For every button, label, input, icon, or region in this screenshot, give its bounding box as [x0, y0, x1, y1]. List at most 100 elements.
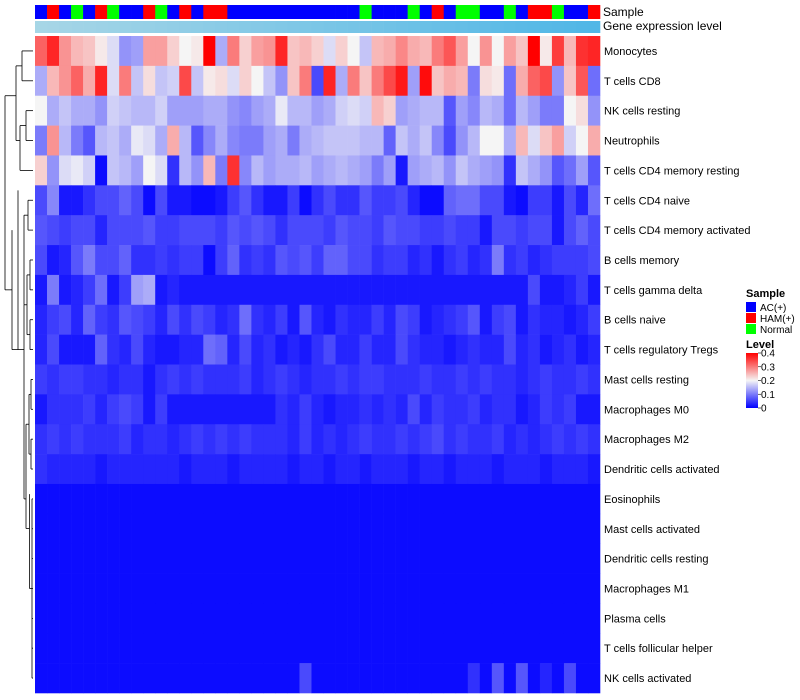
heatmap-cell — [407, 125, 420, 156]
heatmap-cell — [275, 334, 288, 365]
heatmap-cell — [203, 65, 216, 97]
heatmap-cell — [527, 185, 541, 216]
row-label: Mast cells activated — [604, 524, 700, 536]
heatmap-cell — [167, 65, 180, 97]
heatmap-cell — [227, 364, 240, 395]
legend-sample-label: Normal — [760, 325, 792, 336]
gene-expression-annotation-cell — [95, 21, 108, 33]
heatmap-cell — [287, 394, 300, 425]
heatmap-cell — [143, 663, 156, 694]
heatmap-cell — [287, 65, 300, 97]
row-label: NK cells resting — [604, 106, 680, 118]
heatmap-cell — [179, 215, 192, 246]
heatmap-cell — [587, 424, 601, 455]
sample-annotation-cell — [95, 5, 108, 19]
heatmap-cell — [503, 454, 517, 485]
row-label: Dendritic cells activated — [604, 464, 720, 476]
heatmap-cell — [191, 274, 204, 306]
heatmap-cell — [323, 304, 336, 335]
heatmap-cell — [575, 215, 589, 246]
heatmap-cell — [191, 603, 204, 634]
heatmap-cell — [71, 36, 84, 67]
heatmap-cell — [383, 125, 396, 156]
heatmap-cell — [395, 543, 408, 574]
heatmap-cell — [347, 394, 360, 425]
heatmap-cell — [215, 603, 228, 634]
heatmap-cell — [71, 424, 84, 455]
heatmap-cell — [275, 65, 288, 97]
annotation-label-sample: Sample — [603, 5, 644, 19]
heatmap-cell — [119, 633, 132, 664]
heatmap-cell — [527, 663, 541, 694]
heatmap-cell — [527, 603, 541, 634]
heatmap-cell — [107, 155, 120, 186]
heatmap-cell — [431, 304, 445, 335]
gene-expression-annotation-cell — [587, 21, 601, 33]
heatmap-cell — [335, 633, 348, 664]
heatmap-cell — [287, 364, 300, 395]
heatmap-cell — [371, 394, 384, 425]
heatmap-cell — [503, 573, 517, 604]
heatmap-cell — [263, 65, 276, 97]
heatmap-cell — [155, 274, 168, 306]
heatmap-cell — [227, 95, 240, 126]
heatmap-cell — [299, 364, 312, 395]
heatmap-cell — [47, 185, 60, 216]
heatmap-cell — [59, 215, 72, 246]
heatmap-cell — [239, 155, 252, 186]
sample-annotation-cell — [227, 5, 240, 19]
heatmap-cell — [563, 95, 577, 126]
heatmap-cell — [587, 215, 601, 246]
heatmap-cell — [443, 95, 457, 126]
heatmap-cell — [47, 454, 60, 485]
heatmap-cell — [575, 454, 589, 485]
heatmap-cell — [131, 483, 144, 515]
heatmap-cell — [323, 65, 336, 97]
heatmap-cell — [443, 65, 457, 97]
row-label: T cells regulatory Tregs — [604, 345, 719, 357]
legend-swatch-A — [746, 302, 756, 312]
heatmap-cell — [503, 185, 517, 216]
heatmap-cell — [71, 364, 84, 395]
heatmap-cell — [407, 155, 420, 186]
heatmap-cell — [323, 394, 336, 425]
heatmap-cell — [395, 483, 408, 515]
heatmap-cell — [455, 663, 469, 694]
heatmap-cell — [491, 424, 505, 455]
heatmap-cell — [587, 483, 601, 515]
heatmap-cell — [371, 185, 384, 216]
heatmap-cell — [83, 513, 96, 544]
heatmap-cell — [119, 185, 132, 216]
heatmap-cell — [71, 663, 84, 694]
heatmap-cell — [311, 364, 324, 395]
heatmap-cell — [131, 215, 144, 246]
heatmap-cell — [527, 573, 541, 604]
heatmap-cell — [575, 185, 589, 216]
heatmap-cell — [131, 543, 144, 574]
heatmap-cell — [143, 334, 156, 365]
heatmap-cell — [119, 603, 132, 634]
heatmap-cell — [287, 155, 300, 186]
heatmap-cell — [575, 424, 589, 455]
sample-annotation-cell — [215, 5, 228, 19]
heatmap-cell — [575, 663, 589, 694]
heatmap-cell — [539, 274, 553, 306]
row-labels: Monocytes T cells CD8 NK cells resting Neut… — [604, 46, 751, 685]
heatmap-cell — [479, 663, 493, 694]
heatmap-cell — [131, 304, 144, 335]
heatmap-cell — [359, 424, 372, 455]
heatmap-cell — [179, 663, 192, 694]
heatmap-cell — [503, 95, 517, 126]
sample-annotation-cell — [335, 5, 348, 19]
heatmap-cell — [287, 543, 300, 574]
heatmap-cell — [431, 155, 445, 186]
sample-annotation-cell — [167, 5, 180, 19]
heatmap-cell — [167, 483, 180, 515]
heatmap-cell — [263, 543, 276, 574]
heatmap-cell — [299, 125, 312, 156]
heatmap-cell — [71, 65, 84, 97]
heatmap-cell — [299, 573, 312, 604]
heatmap-cell — [323, 663, 336, 694]
sample-annotation-cell — [515, 5, 529, 19]
heatmap-cell — [155, 513, 168, 544]
